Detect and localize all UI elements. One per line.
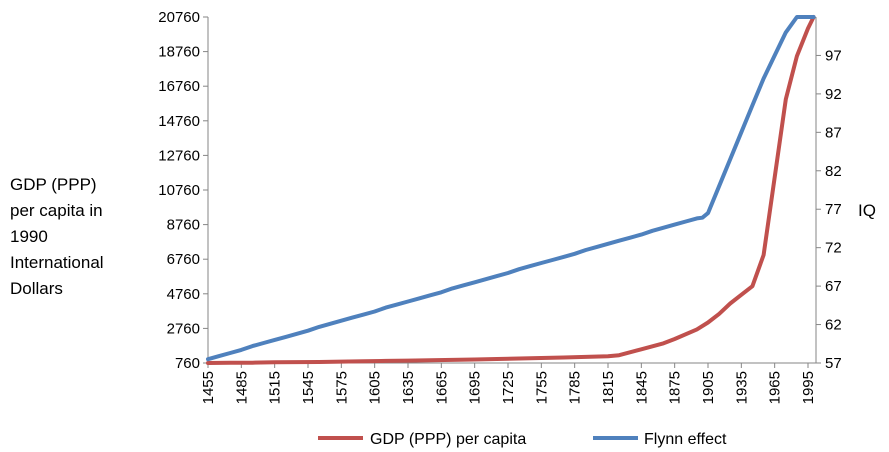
x-tick-label: 1995 xyxy=(800,371,817,404)
y-right-tick-label: 62 xyxy=(825,317,842,334)
y-axis-left-ticks: 760 2760 4760 6760 8760 10760 12760 14760 16760 1… xyxy=(158,9,208,372)
x-tick-label: 1875 xyxy=(667,371,684,404)
x-tick-label: 1755 xyxy=(533,371,550,404)
y-axis-right-ticks: 57 62 67 72 77 82 87 92 97 xyxy=(816,47,842,372)
x-tick-label: 1575 xyxy=(333,371,350,404)
y-left-tick-label: 18760 xyxy=(158,44,200,61)
y-right-tick-label: 77 xyxy=(825,201,842,218)
y-left-title-line: GDP (PPP) xyxy=(10,175,97,194)
y-axis-left-title: GDP (PPP) per capita in 1990 International D… xyxy=(10,175,104,298)
y-left-tick-label: 2760 xyxy=(167,320,200,337)
x-tick-label: 1725 xyxy=(500,371,517,404)
y-right-tick-label: 97 xyxy=(825,47,842,64)
y-right-tick-label: 82 xyxy=(825,163,842,180)
y-left-tick-label: 4760 xyxy=(167,286,200,303)
y-axis-right-title: IQ xyxy=(858,201,876,220)
y-left-tick-label: 8760 xyxy=(167,217,200,234)
y-left-tick-label: 10760 xyxy=(158,182,200,199)
y-right-tick-label: 67 xyxy=(825,278,842,295)
series-line-gdp-per-capita xyxy=(206,15,816,365)
series-line-flynn-effect xyxy=(206,15,816,362)
x-tick-label: 1605 xyxy=(367,371,384,404)
y-left-tick-label: 6760 xyxy=(167,251,200,268)
x-tick-label: 1785 xyxy=(567,371,584,404)
legend: GDP (PPP) per capita Flynn effect xyxy=(318,431,727,448)
y-left-tick-label: 12760 xyxy=(158,147,200,164)
x-tick-label: 1845 xyxy=(633,371,650,404)
y-left-tick-label: 760 xyxy=(175,355,200,372)
series-layer xyxy=(206,15,816,365)
y-right-tick-label: 57 xyxy=(825,355,842,372)
y-left-title-line: 1990 xyxy=(10,227,48,246)
y-left-tick-label: 20760 xyxy=(158,9,200,26)
legend-label: Flynn effect xyxy=(644,431,727,448)
y-left-title-line: per capita in xyxy=(10,201,103,220)
x-tick-label: 1635 xyxy=(400,371,417,404)
y-left-tick-label: 14760 xyxy=(158,113,200,130)
y-right-tick-label: 87 xyxy=(825,124,842,141)
x-tick-label: 1485 xyxy=(233,371,250,404)
y-left-tick-label: 16760 xyxy=(158,78,200,95)
x-tick-label: 1665 xyxy=(433,371,450,404)
x-tick-label: 1905 xyxy=(700,371,717,404)
x-tick-label: 1815 xyxy=(600,371,617,404)
x-tick-label: 1965 xyxy=(767,371,784,404)
x-tick-label: 1695 xyxy=(467,371,484,404)
legend-label: GDP (PPP) per capita xyxy=(370,431,526,448)
x-tick-label: 1545 xyxy=(300,371,317,404)
x-tick-label: 1515 xyxy=(267,371,284,404)
y-right-tick-label: 92 xyxy=(825,86,842,103)
x-axis-ticks: 1455 1485 1515 1545 1575 1605 1635 1665 1695 1725… xyxy=(200,363,817,404)
x-tick-label: 1935 xyxy=(733,371,750,404)
y-left-title-line: Dollars xyxy=(10,279,63,298)
y-left-title-line: International xyxy=(10,253,104,272)
x-tick-label: 1455 xyxy=(200,371,217,404)
y-right-tick-label: 72 xyxy=(825,240,842,257)
